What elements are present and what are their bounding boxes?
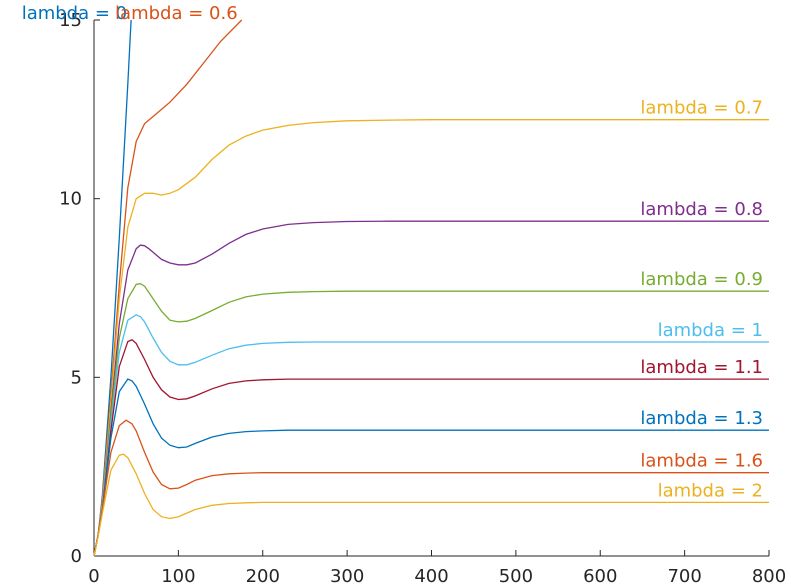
x-tick-label: 300 xyxy=(330,566,364,587)
series-line xyxy=(93,283,769,557)
series-label: lambda = 0.6 xyxy=(115,3,238,24)
y-tick-label: 0 xyxy=(71,546,82,567)
series-label: lambda = 1.3 xyxy=(640,408,763,429)
x-tick-label: 100 xyxy=(161,566,195,587)
y-tick-label: 15 xyxy=(59,10,82,31)
series-line xyxy=(93,119,769,557)
series-label: lambda = 0.8 xyxy=(640,199,763,220)
series-label: lambda = 1.1 xyxy=(640,357,763,378)
series-label: lambda = 0.7 xyxy=(640,98,763,119)
series-lines xyxy=(93,19,769,557)
x-tick-label: 200 xyxy=(246,566,280,587)
series-label: lambda = 0.9 xyxy=(640,269,763,290)
series-line xyxy=(93,339,769,557)
x-tick-label: 500 xyxy=(499,566,533,587)
x-tick-label: 400 xyxy=(414,566,448,587)
series-line xyxy=(93,419,769,557)
x-tick-label: 700 xyxy=(667,566,701,587)
y-tick-label: 5 xyxy=(71,367,82,388)
series-label: lambda = 1 xyxy=(658,320,763,341)
series-label: lambda = 0 xyxy=(22,3,127,24)
series-line xyxy=(93,314,769,557)
series-label: lambda = 1.6 xyxy=(640,451,763,472)
x-tick-label: 600 xyxy=(583,566,617,587)
y-tick-label: 10 xyxy=(59,189,82,210)
series-label: lambda = 2 xyxy=(658,480,763,501)
series-line xyxy=(93,378,769,557)
series-line xyxy=(93,453,769,557)
x-tick-label: 0 xyxy=(88,566,99,587)
axes: 0 100 200 300 400 500 600 700 800 0 5 10 15 xyxy=(59,10,786,587)
series-line xyxy=(93,220,769,557)
x-tick-label: 800 xyxy=(752,566,786,587)
